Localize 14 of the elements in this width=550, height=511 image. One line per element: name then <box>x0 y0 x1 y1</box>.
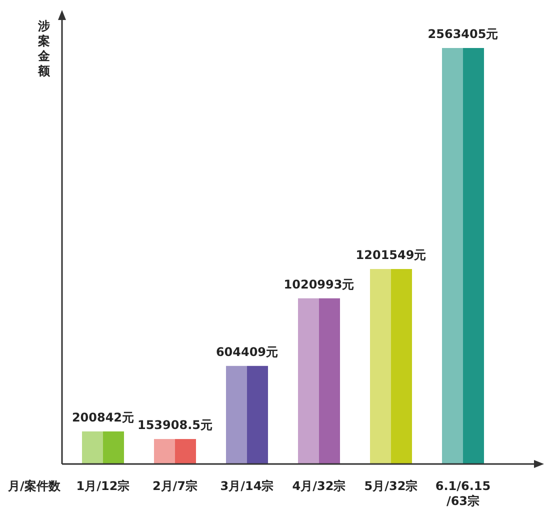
y-axis-title: 涉案金额 <box>37 19 51 78</box>
data-label: 1020993元 <box>284 277 354 292</box>
data-label: 200842元 <box>72 410 134 424</box>
x-tick-label: 2月/7宗 <box>152 479 198 493</box>
x-tick-label: 3月/14宗 <box>220 479 274 493</box>
x-tick-label: 4月/32宗 <box>292 479 346 493</box>
data-label: 153908.5元 <box>137 418 213 432</box>
x-axis-title: 月/案件数 <box>7 479 62 493</box>
data-label: 1201549元 <box>356 248 426 262</box>
data-label: 604409元 <box>216 344 278 359</box>
data-label: 2563405元 <box>428 27 498 41</box>
x-tick-label: 5月/32宗 <box>364 479 418 493</box>
x-tick-label: 6.1/6.15 /63宗 <box>435 479 491 508</box>
x-tick-label: 1月/12宗 <box>76 479 130 493</box>
